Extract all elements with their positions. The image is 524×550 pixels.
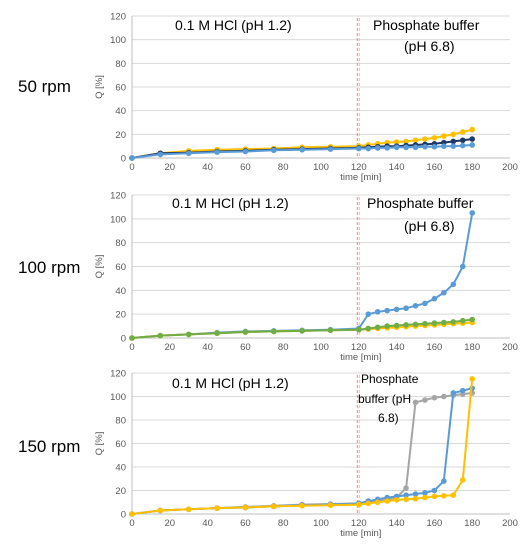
- x-tick-label: 140: [389, 162, 405, 173]
- data-point: [185, 150, 192, 157]
- data-point: [393, 144, 400, 151]
- x-tick-label: 0: [129, 162, 134, 173]
- data-point: [403, 144, 409, 151]
- data-point: [450, 143, 457, 149]
- data-point: [374, 145, 381, 151]
- data-point: [422, 143, 428, 150]
- data-point: [412, 137, 419, 144]
- data-point: [469, 142, 476, 148]
- data-point: [384, 145, 390, 151]
- data-point: [469, 126, 476, 133]
- data-point: [356, 145, 362, 152]
- data-point: [431, 135, 438, 141]
- x-axis-title: time [min]: [340, 172, 381, 183]
- y-tick-label: 100: [110, 35, 126, 46]
- data-point: [441, 143, 447, 149]
- phase-annotation: (pH 6.8): [404, 38, 455, 54]
- y-axis-title: Q [%]: [94, 75, 105, 99]
- y-tick-label: 60: [115, 83, 126, 94]
- data-point: [450, 138, 457, 145]
- y-tick-label: 0: [121, 154, 126, 165]
- x-tick-label: 180: [464, 162, 480, 173]
- data-point: [270, 147, 277, 154]
- x-tick-label: 120: [351, 162, 367, 173]
- y-tick-label: 40: [115, 106, 126, 117]
- x-tick-label: 80: [278, 162, 289, 173]
- data-point: [214, 149, 220, 155]
- data-point: [129, 155, 135, 161]
- row-label-50-rpm: 50 rpm: [18, 77, 71, 96]
- row-label-150-rpm: 150 rpm: [18, 437, 81, 456]
- y-tick-label: 120: [110, 12, 126, 23]
- y-tick-label: 80: [115, 59, 126, 70]
- x-tick-label: 40: [202, 162, 213, 173]
- row-label-100-rpm: 100 rpm: [18, 258, 81, 277]
- data-point: [459, 129, 466, 135]
- data-point: [242, 148, 249, 155]
- phase-annotation: Phosphate buffer: [373, 17, 480, 33]
- data-point: [365, 145, 372, 152]
- data-point: [299, 146, 305, 153]
- data-point: [403, 138, 409, 145]
- data-point: [441, 133, 447, 139]
- data-point: [327, 146, 334, 152]
- x-tick-label: 60: [240, 162, 251, 173]
- data-point: [450, 131, 457, 138]
- x-tick-label: 160: [426, 162, 442, 173]
- x-tick-label: 200: [502, 162, 518, 173]
- data-point: [459, 142, 466, 149]
- data-point: [431, 143, 438, 150]
- phase-annotation: 0.1 M HCl (pH 1.2): [175, 17, 292, 33]
- data-point: [157, 151, 164, 158]
- data-point: [469, 136, 476, 142]
- data-point: [393, 139, 400, 145]
- y-tick-label: 20: [115, 130, 126, 141]
- x-tick-label: 100: [313, 162, 329, 173]
- data-point: [412, 144, 419, 151]
- x-tick-label: 20: [165, 162, 176, 173]
- data-point: [459, 137, 466, 144]
- data-point: [422, 136, 428, 142]
